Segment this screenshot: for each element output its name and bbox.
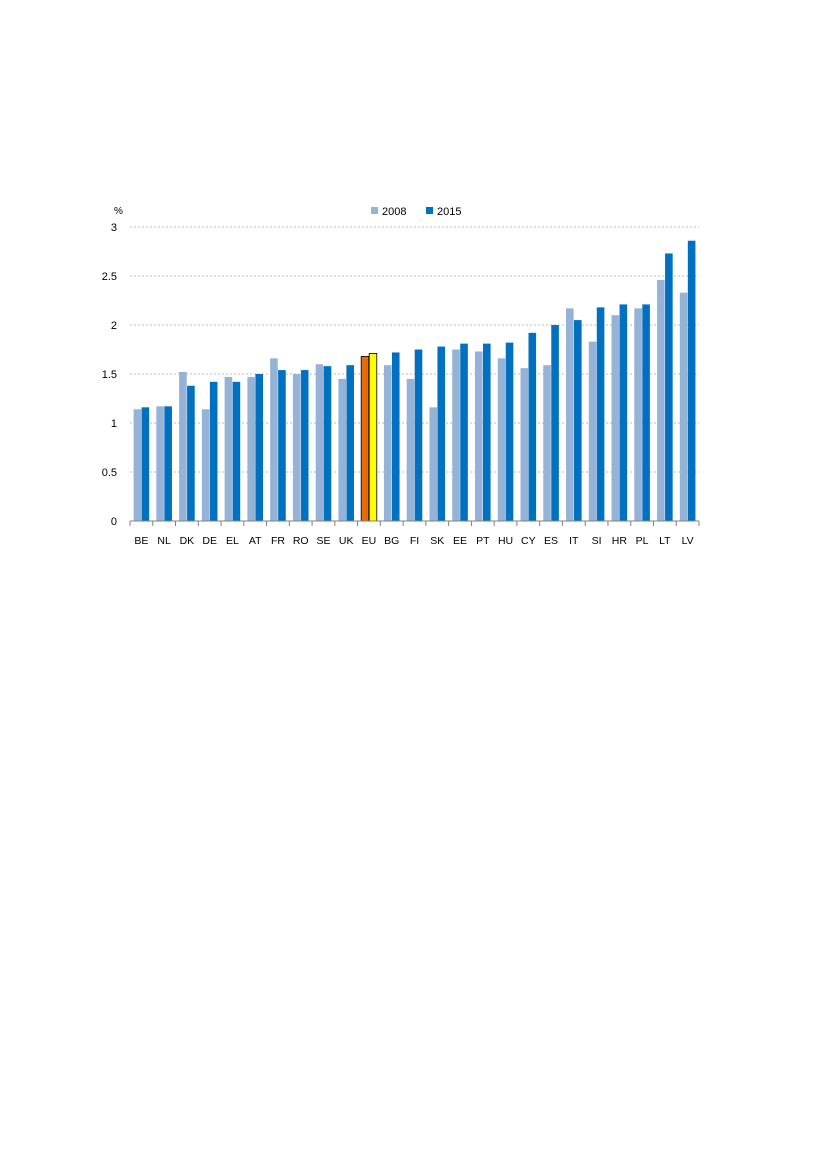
x-tick-label: BE	[134, 535, 148, 547]
x-tick-label: EU	[362, 535, 377, 547]
bar-2015-ES	[551, 325, 559, 521]
bar-2008-NL	[156, 406, 164, 521]
x-tick-label: FI	[410, 535, 419, 547]
bar-2015-SI	[596, 307, 605, 521]
bar-2015-FI	[414, 349, 423, 521]
bar-2008-EL	[224, 376, 233, 521]
legend-swatch-2008	[371, 207, 378, 214]
bar-2015-LV	[687, 240, 696, 521]
x-tick-label: PT	[476, 535, 490, 547]
bar-2015-PL	[642, 304, 650, 521]
bar-2015-LT	[665, 253, 673, 521]
x-tick-label: EL	[226, 535, 239, 547]
bar-2015-BE	[141, 407, 150, 521]
bar-2008-SI	[588, 341, 597, 521]
bar-2008-BE	[133, 409, 142, 521]
bar-2015-EU	[368, 353, 378, 522]
bar-2015-EE	[460, 343, 468, 521]
bar-2015-AT	[255, 374, 263, 521]
x-tick-label: FR	[271, 535, 285, 547]
bar-2015-PT	[482, 343, 491, 521]
y-tick-label: 1.5	[102, 369, 117, 381]
x-tick-label: CY	[521, 535, 536, 547]
legend-swatch-2015	[426, 207, 433, 214]
x-tick-label: ES	[544, 535, 558, 547]
x-tick-label: SE	[316, 535, 330, 547]
y-axis-unit-label: %	[114, 206, 123, 217]
bar-2015-IT	[574, 320, 582, 521]
gridlines	[130, 226, 699, 473]
bar-2008-EU	[360, 355, 370, 522]
y-tick-label: 0	[111, 516, 117, 528]
bar-2015-RO	[300, 370, 309, 521]
y-tick-label: 3	[111, 222, 117, 234]
bar-2015-DE	[209, 381, 218, 521]
bar-2008-FI	[406, 378, 415, 521]
x-tick-label: UK	[339, 535, 354, 547]
bar-2008-LV	[679, 292, 688, 521]
x-tick-label: NL	[157, 535, 171, 547]
bar-2015-HU	[505, 342, 514, 521]
bar-2015-UK	[346, 365, 355, 521]
bar-2008-HU	[497, 358, 506, 521]
bar-2008-CY	[520, 368, 529, 521]
x-tick-label: DE	[202, 535, 217, 547]
bar-2015-DK	[187, 385, 195, 521]
bar-2008-IT	[566, 308, 574, 521]
bar-2008-SE	[315, 364, 324, 521]
x-tick-label: DK	[180, 535, 195, 547]
bar-2008-EE	[452, 349, 460, 521]
bar-2008-UK	[338, 378, 347, 521]
bar-2008-DE	[201, 409, 210, 521]
x-tick-label: LT	[659, 535, 671, 547]
x-tick-label: SK	[430, 535, 444, 547]
legend-label-2008: 2008	[382, 206, 406, 218]
bar-2015-SK	[437, 346, 446, 521]
bar-2008-PL	[634, 308, 642, 521]
bar-2008-PT	[474, 351, 483, 521]
x-tick-label: RO	[293, 535, 309, 547]
bar-2015-NL	[164, 406, 172, 521]
x-tick-label: BG	[384, 535, 399, 547]
axes: 0 0.5 1 1.5 2 2.5 3 BE NL DK DE EL AT FR RO SE UK EU BG FI S…	[102, 222, 700, 547]
y-tick-label: 2	[111, 320, 117, 332]
bar-2008-AT	[247, 376, 255, 521]
bar-2008-HR	[611, 315, 620, 521]
bar-2008-RO	[292, 374, 301, 521]
y-tick-label: 2.5	[102, 271, 117, 283]
x-tick-label: SI	[592, 535, 602, 547]
bar-2008-BG	[383, 365, 392, 521]
bar-2008-DK	[179, 372, 187, 521]
x-tick-label: AT	[249, 535, 262, 547]
bars	[133, 240, 696, 522]
bar-2008-ES	[543, 365, 551, 521]
bar-2015-CY	[528, 332, 537, 521]
bar-2015-SE	[323, 366, 332, 521]
y-tick-label: 1	[111, 418, 117, 430]
bar-2008-FR	[270, 358, 278, 521]
legend: 2008 2015	[371, 206, 461, 218]
x-tick-label: EE	[453, 535, 467, 547]
y-tick-label: 0.5	[102, 467, 117, 479]
x-tick-label: HU	[498, 535, 513, 547]
x-tick-label: HR	[612, 535, 628, 547]
bar-2015-BG	[391, 352, 400, 521]
bar-2008-LT	[657, 279, 665, 521]
bar-2015-EL	[232, 381, 241, 521]
x-tick-label: IT	[569, 535, 579, 547]
bar-2015-HR	[619, 304, 628, 521]
bar-2008-SK	[429, 407, 438, 521]
x-tick-label: LV	[682, 535, 694, 547]
legend-label-2015: 2015	[437, 206, 461, 218]
x-tick-label: PL	[636, 535, 649, 547]
bar-2015-FR	[278, 370, 286, 521]
